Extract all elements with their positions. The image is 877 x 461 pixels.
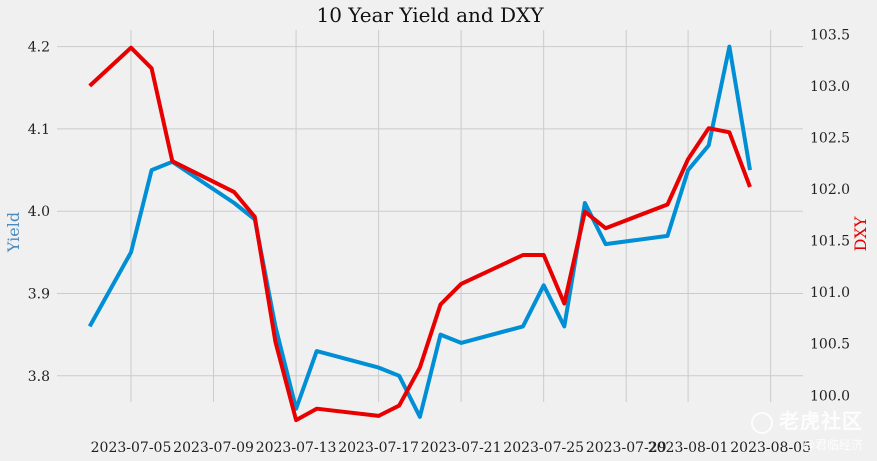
x-tick-label: 2023-07-09 [173, 440, 254, 456]
grid-lines [57, 30, 803, 402]
right-tick-label: 103.5 [810, 27, 850, 43]
right-tick-label: 101.0 [810, 285, 850, 301]
x-tick-label: 2023-07-21 [421, 440, 502, 456]
right-tick-label: 102.0 [810, 182, 850, 198]
right-tick-label: 100.0 [810, 388, 850, 404]
left-y-axis-ticks: 3.8 3.9 4.0 4.1 4.2 [28, 40, 50, 385]
right-y-axis-ticks: 100.0 100.5 101.0 101.5 102.0 102.5 103.0 103.5 [810, 27, 850, 404]
left-tick-label: 4.0 [28, 204, 50, 220]
left-tick-label: 4.2 [28, 40, 50, 56]
x-tick-label: 2023-07-17 [338, 440, 419, 456]
series-line-dxy [88, 45, 752, 423]
left-tick-label: 3.8 [28, 369, 50, 385]
chart-title: 10 Year Yield and DXY [316, 3, 544, 27]
x-tick-label: 2023-07-05 [91, 440, 172, 456]
series-line-yield [87, 44, 752, 419]
x-tick-label: 2023-08-01 [648, 440, 729, 456]
x-tick-label: 2023-07-25 [503, 440, 584, 456]
left-tick-label: 3.9 [28, 287, 50, 303]
right-tick-label: 103.0 [810, 79, 850, 95]
x-tick-label: 2023-08-05 [730, 440, 811, 456]
right-tick-label: 101.5 [810, 234, 850, 250]
x-axis-ticks: 2023-07-05 2023-07-09 2023-07-13 2023-07-17… [91, 440, 811, 456]
x-tick-label: 2023-07-13 [256, 440, 337, 456]
right-tick-label: 102.5 [810, 130, 850, 146]
left-axis-label: Yield [4, 212, 23, 253]
left-tick-label: 4.1 [28, 122, 50, 138]
right-axis-label: DXY [851, 216, 870, 251]
x-tick-label: 2023-07-29 [586, 440, 667, 456]
right-tick-label: 100.5 [810, 337, 850, 353]
series-lines [87, 44, 752, 423]
